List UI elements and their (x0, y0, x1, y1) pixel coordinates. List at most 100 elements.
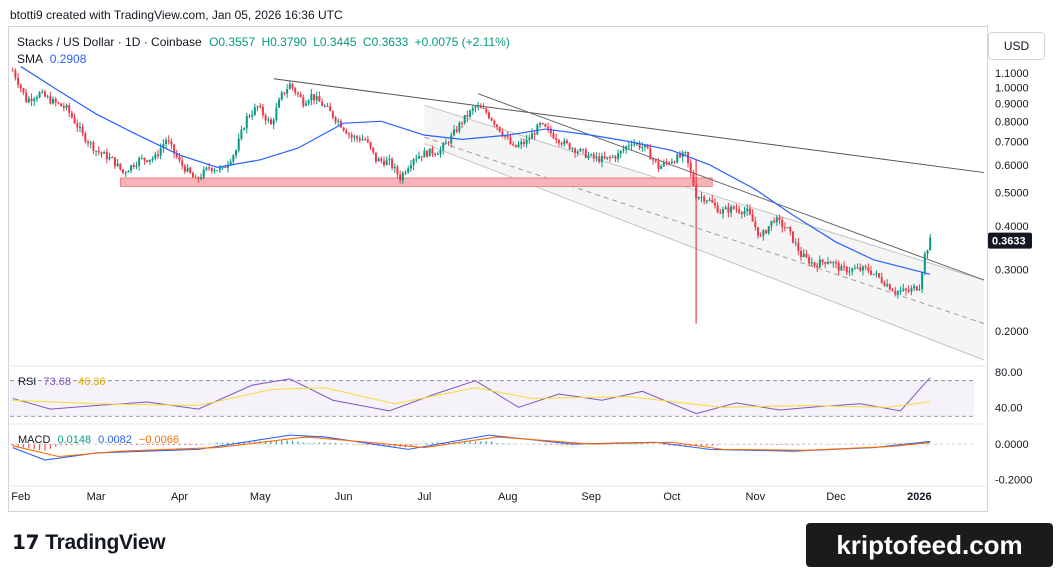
candle-body (97, 150, 100, 153)
candle-body (762, 230, 765, 236)
candle-body (630, 144, 633, 146)
candle-body (657, 161, 660, 169)
symbol-title[interactable]: Stacks / US Dollar · 1D · Coinbase (17, 35, 202, 49)
candle-body (374, 152, 377, 162)
rsi-pane[interactable] (10, 377, 974, 417)
candle-body (159, 148, 162, 156)
price-tick-label: 0.5000 (995, 187, 1029, 199)
currency-button[interactable]: USD (988, 32, 1045, 60)
candle-body (17, 77, 20, 85)
candle-body (350, 134, 353, 138)
candle-body (318, 96, 321, 102)
macd-legend[interactable]: MACD 0.0148 0.0082 −0.0066 (18, 434, 179, 446)
candle-body (501, 131, 504, 136)
candle-body (439, 149, 442, 154)
candle-body (670, 161, 673, 164)
candle-body (851, 268, 854, 272)
candle-body (522, 141, 525, 144)
candle-body (730, 206, 733, 213)
candle-body (455, 129, 458, 132)
candle-body (323, 105, 326, 107)
axes: 0.2000 0.3000 0.4000 0.5000 0.6000 0.7000 0.80… (10, 68, 1032, 503)
candle-body (267, 119, 270, 121)
candle-body (194, 177, 197, 179)
price-pane[interactable] (11, 65, 985, 361)
candle-body (221, 166, 224, 168)
candle-body (33, 99, 36, 102)
candle-body (286, 89, 289, 94)
candle-body (888, 284, 891, 290)
rsi-ma-line (12, 387, 931, 408)
candle-body (778, 217, 781, 221)
candle-body (711, 199, 714, 203)
candle-body (743, 211, 746, 215)
candle-body (732, 206, 735, 209)
candle-body (162, 143, 165, 149)
candle-body (49, 96, 52, 104)
rsi-legend[interactable]: RSI 73.68 46.36 (18, 376, 106, 388)
price-tick-label: 0.2000 (995, 326, 1029, 338)
sma-label: SMA (17, 52, 43, 66)
candle-body (25, 92, 28, 103)
candle-body (181, 160, 184, 166)
price-tick-label: 1.0000 (995, 83, 1029, 95)
candle-body (622, 149, 625, 151)
candle-body (563, 140, 566, 145)
candle-body (783, 227, 786, 229)
candle-body (313, 94, 316, 101)
time-tick-label: May (250, 491, 271, 503)
time-tick-label: Nov (746, 491, 766, 503)
candle-body (896, 291, 899, 294)
candle-body (544, 123, 547, 127)
candle-body (84, 133, 87, 142)
candle-body (818, 259, 821, 268)
candle-body (598, 156, 601, 162)
candle-body (213, 170, 216, 172)
candle-body (560, 143, 563, 145)
candle-body (436, 153, 439, 155)
candle-body (372, 147, 375, 153)
candle-body (329, 106, 332, 112)
candle-body (471, 108, 474, 111)
candle-body (60, 103, 63, 107)
candle-body (243, 128, 246, 130)
candle-body (463, 114, 466, 124)
candle-body (103, 152, 106, 154)
candle-body (568, 143, 571, 150)
candle-body (469, 110, 472, 117)
sma-legend[interactable]: SMA 0.2908 (17, 52, 86, 66)
kriptofeed-watermark: kriptofeed.com (806, 523, 1053, 567)
candle-body (907, 290, 910, 292)
rsi-tick-label: 40.00 (995, 402, 1023, 414)
candle-body (611, 156, 614, 158)
macd-pane[interactable] (10, 434, 974, 461)
candle-body (224, 166, 227, 168)
attribution-text: btotti9 created with TradingView.com, Ja… (10, 8, 343, 22)
candle-body (708, 199, 711, 201)
candle-body (740, 212, 743, 215)
candle-body (458, 122, 461, 132)
candle-body (216, 170, 219, 172)
channel-fill (424, 105, 984, 361)
candle-body (165, 139, 168, 144)
candle-body (921, 272, 924, 289)
candle-body (638, 143, 641, 148)
sma-value: 0.2908 (49, 52, 87, 66)
candle-body (853, 268, 856, 270)
candle-body (135, 165, 138, 167)
candle-body (883, 282, 886, 286)
candle-body (186, 167, 189, 172)
candle-body (423, 150, 426, 158)
candle-body (869, 270, 872, 275)
macd-line (12, 434, 931, 461)
candle-body (334, 117, 337, 122)
symbol-legend[interactable]: Stacks / US Dollar · 1D · Coinbase O0.35… (17, 35, 510, 49)
candle-body (358, 138, 361, 141)
tradingview-brand[interactable]: 𝟭𝟳 TradingView (12, 530, 166, 555)
price-tick-label: 0.9000 (995, 98, 1029, 110)
candle-body (821, 259, 824, 263)
candle-body (902, 288, 905, 291)
candle-body (415, 158, 418, 160)
close-value: C0.3633 (362, 35, 409, 49)
